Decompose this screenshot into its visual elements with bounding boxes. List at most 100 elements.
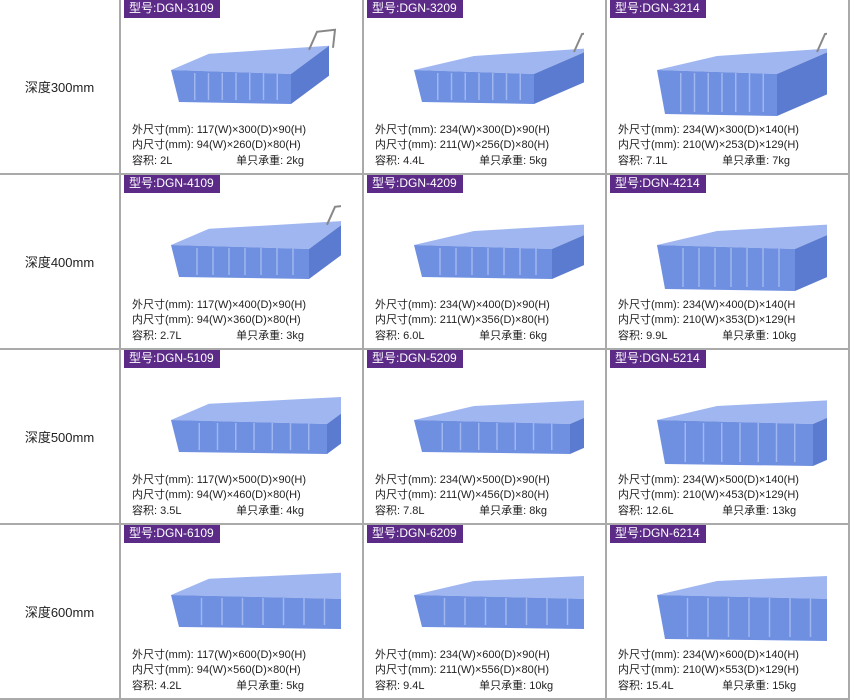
volume-label: 容积: xyxy=(375,329,404,342)
outer-size: 外尺寸(mm): 234(W)×300(D)×90(H) xyxy=(375,123,550,139)
inner-value: 94(W)×360(D)×80(H) xyxy=(196,314,301,326)
load-label: 单只承重: xyxy=(479,154,530,167)
load-value: 2kg xyxy=(286,154,304,167)
inner-label: 内尺寸(mm): xyxy=(132,489,197,501)
product-image xyxy=(394,195,605,295)
model-number: DGN-6109 xyxy=(156,526,214,540)
product-cell: 型号:DGN-3209 外尺寸(mm): 234(W)×300(D)×90(H)… xyxy=(364,0,607,175)
spec-block: 外尺寸(mm): 117(W)×600(D)×90(H) 内尺寸(mm): 94… xyxy=(132,648,306,695)
model-prefix: 型号: xyxy=(372,351,400,365)
model-badge: 型号:DGN-5209 xyxy=(367,350,463,368)
depth-label: 深度500mm xyxy=(0,350,121,525)
load-label: 单只承重: xyxy=(722,504,773,517)
inner-size: 内尺寸(mm): 210(W)×353(D)×129(H xyxy=(618,313,796,329)
outer-label: 外尺寸(mm): xyxy=(132,473,197,486)
outer-value: 117(W)×400(D)×90(H) xyxy=(196,298,306,311)
outer-size: 外尺寸(mm): 234(W)×500(D)×90(H) xyxy=(375,473,550,489)
outer-size: 外尺寸(mm): 117(W)×500(D)×90(H) xyxy=(132,473,306,489)
inner-value: 210(W)×553(D)×129(H) xyxy=(682,664,799,676)
spec-block: 外尺寸(mm): 234(W)×400(D)×140(H 内尺寸(mm): 21… xyxy=(618,298,796,345)
outer-value: 117(W)×500(D)×90(H) xyxy=(196,473,306,486)
outer-value: 234(W)×600(D)×90(H) xyxy=(439,648,550,661)
outer-size: 外尺寸(mm): 117(W)×300(D)×90(H) xyxy=(132,123,306,139)
storage-bin-image xyxy=(414,574,605,629)
volume-value: 3.5L xyxy=(160,504,182,517)
outer-label: 外尺寸(mm): xyxy=(618,123,683,136)
spec-block: 外尺寸(mm): 234(W)×400(D)×90(H) 内尺寸(mm): 21… xyxy=(375,298,550,345)
volume-label: 容积: xyxy=(375,679,404,692)
outer-value: 234(W)×600(D)×140(H) xyxy=(682,648,799,661)
outer-label: 外尺寸(mm): xyxy=(618,473,683,486)
inner-value: 211(W)×556(D)×80(H) xyxy=(439,664,549,676)
product-cell: 型号:DGN-5209 外尺寸(mm): 234(W)×500(D)×90(H)… xyxy=(364,350,607,525)
product-image xyxy=(637,370,848,470)
storage-bin-image xyxy=(171,28,337,104)
outer-label: 外尺寸(mm): xyxy=(618,298,683,311)
capacity-load: 容积: 6.0L 单只承重: 6kg xyxy=(375,329,550,345)
capacity-load: 容积: 2L 单只承重: 2kg xyxy=(132,154,306,170)
load-value: 7kg xyxy=(772,154,790,167)
volume-label: 容积: xyxy=(618,329,647,342)
product-image xyxy=(637,20,845,120)
storage-bin-image xyxy=(657,399,848,466)
model-badge: 型号:DGN-5109 xyxy=(124,350,220,368)
spec-block: 外尺寸(mm): 234(W)×500(D)×90(H) 内尺寸(mm): 21… xyxy=(375,473,550,520)
outer-value: 234(W)×500(D)×140(H) xyxy=(682,473,799,486)
model-prefix: 型号: xyxy=(372,1,400,15)
depth-label: 深度600mm xyxy=(0,525,121,700)
storage-bin-image xyxy=(414,399,605,454)
model-prefix: 型号: xyxy=(615,351,643,365)
product-cell: 型号:DGN-6109 外尺寸(mm): 117(W)×600(D)×90(H)… xyxy=(121,525,364,700)
model-number: DGN-5209 xyxy=(399,351,457,365)
inner-size: 内尺寸(mm): 211(W)×256(D)×80(H) xyxy=(375,138,550,154)
capacity-load: 容积: 9.4L 单只承重: 10kg xyxy=(375,679,553,695)
product-cell: 型号:DGN-5214 外尺寸(mm): 234(W)×500(D)×140(H… xyxy=(607,350,850,525)
capacity-load: 容积: 12.6L 单只承重: 13kg xyxy=(618,504,799,520)
inner-value: 210(W)×453(D)×129(H) xyxy=(682,489,799,501)
model-number: DGN-3109 xyxy=(156,1,214,15)
volume-label: 容积: xyxy=(375,154,404,167)
model-badge: 型号:DGN-6209 xyxy=(367,525,463,543)
model-badge: 型号:DGN-3214 xyxy=(610,0,706,18)
model-prefix: 型号: xyxy=(372,526,400,540)
product-cell: 型号:DGN-6214 外尺寸(mm): 234(W)×600(D)×140(H… xyxy=(607,525,850,700)
inner-size: 内尺寸(mm): 211(W)×556(D)×80(H) xyxy=(375,663,553,679)
storage-bin-image xyxy=(171,203,355,279)
load-label: 单只承重: xyxy=(236,329,287,342)
load-label: 单只承重: xyxy=(236,504,287,517)
capacity-load: 容积: 7.8L 单只承重: 8kg xyxy=(375,504,550,520)
volume-label: 容积: xyxy=(618,504,647,517)
inner-label: 内尺寸(mm): xyxy=(618,314,683,326)
outer-size: 外尺寸(mm): 234(W)×600(D)×140(H) xyxy=(618,648,799,664)
model-number: DGN-5109 xyxy=(156,351,214,365)
outer-label: 外尺寸(mm): xyxy=(132,298,197,311)
model-prefix: 型号: xyxy=(129,1,157,15)
volume-value: 7.8L xyxy=(403,504,425,517)
model-number: DGN-3209 xyxy=(399,1,457,15)
inner-label: 内尺寸(mm): xyxy=(618,664,683,676)
model-prefix: 型号: xyxy=(129,176,157,190)
capacity-load: 容积: 15.4L 单只承重: 15kg xyxy=(618,679,799,695)
model-number: DGN-3214 xyxy=(642,1,700,15)
product-image xyxy=(151,20,341,120)
load-label: 单只承重: xyxy=(479,679,530,692)
model-prefix: 型号: xyxy=(129,526,157,540)
inner-label: 内尺寸(mm): xyxy=(132,314,197,326)
capacity-load: 容积: 3.5L 单只承重: 4kg xyxy=(132,504,306,520)
depth-label: 深度300mm xyxy=(0,0,121,175)
model-badge: 型号:DGN-6109 xyxy=(124,525,220,543)
model-badge: 型号:DGN-5214 xyxy=(610,350,706,368)
model-number: DGN-5214 xyxy=(642,351,700,365)
model-prefix: 型号: xyxy=(615,526,643,540)
depth-label: 深度400mm xyxy=(0,175,121,350)
inner-size: 内尺寸(mm): 210(W)×453(D)×129(H) xyxy=(618,488,799,504)
storage-bin-image xyxy=(171,571,362,629)
load-value: 6kg xyxy=(529,329,547,342)
inner-size: 内尺寸(mm): 94(W)×560(D)×80(H) xyxy=(132,663,306,679)
model-badge: 型号:DGN-4214 xyxy=(610,175,706,193)
spec-block: 外尺寸(mm): 234(W)×600(D)×90(H) 内尺寸(mm): 21… xyxy=(375,648,553,695)
product-image xyxy=(151,195,355,295)
inner-label: 内尺寸(mm): xyxy=(375,314,440,326)
model-badge: 型号:DGN-3109 xyxy=(124,0,220,18)
volume-value: 4.2L xyxy=(160,679,182,692)
